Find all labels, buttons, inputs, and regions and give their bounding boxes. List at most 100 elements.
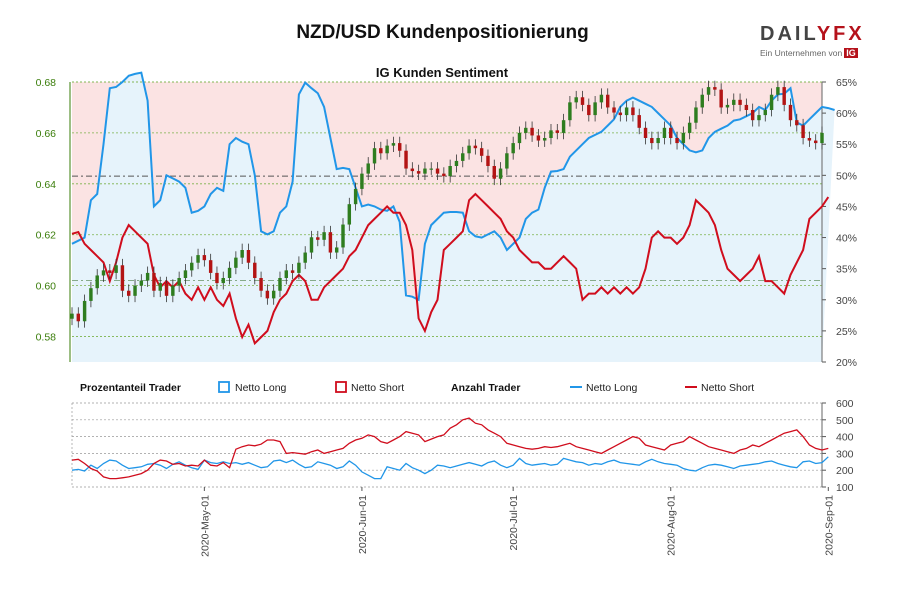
legend-count-label: Anzahl Trader — [451, 382, 520, 394]
count-tick-label: 300 — [836, 448, 854, 460]
candle-body — [190, 262, 194, 271]
candle-body — [605, 94, 610, 108]
candle-body — [744, 104, 749, 110]
candle-body — [561, 120, 566, 133]
percent-tick-label: 60% — [836, 108, 857, 120]
candle-body — [253, 262, 257, 278]
percent-tick-label: 30% — [836, 295, 857, 307]
candle-body — [410, 168, 415, 172]
candle-body — [114, 265, 118, 273]
candle-body — [334, 247, 339, 253]
legend-long-label: Netto Long — [235, 382, 287, 394]
percent-tick-label: 55% — [836, 139, 857, 151]
candle-body — [454, 160, 459, 166]
candle-body — [316, 237, 320, 240]
percent-tick-label: 50% — [836, 170, 857, 182]
net-long-count-line — [71, 456, 829, 480]
candle-body — [593, 102, 597, 116]
candle-body — [278, 278, 282, 291]
candle-body — [391, 143, 396, 146]
candle-body — [127, 290, 131, 296]
legend-short-label: Netto Short — [351, 382, 404, 394]
candle-body — [271, 290, 276, 299]
candle-body — [120, 265, 125, 291]
price-tick-label: 0.68 — [36, 77, 57, 89]
candle-body — [196, 255, 200, 263]
candle-body — [303, 252, 307, 263]
candle-body — [769, 94, 774, 110]
candle-body — [353, 188, 358, 205]
legend-short-swatch — [335, 381, 347, 393]
candle-body — [776, 87, 780, 95]
x-tick-label: 2020-Sep-01 — [823, 495, 835, 556]
candle-body — [713, 87, 717, 90]
candle-body — [669, 127, 673, 138]
legend-count-short-label: Netto Short — [701, 382, 754, 394]
candle-body — [177, 278, 181, 286]
candle-body — [208, 260, 213, 273]
candle-body — [322, 232, 326, 240]
candle-body — [732, 99, 736, 105]
x-tick-label: 2020-Jul-01 — [508, 495, 520, 551]
candle-body — [757, 115, 761, 121]
candle-body — [694, 107, 698, 123]
candle-body — [448, 166, 452, 177]
candle-body — [429, 168, 433, 170]
candle-body — [795, 120, 799, 126]
candle-body — [461, 153, 465, 161]
price-tick-label: 0.66 — [36, 128, 57, 140]
net-long-percent-line — [71, 71, 835, 302]
candle-body — [89, 288, 93, 301]
candle-body — [240, 250, 244, 258]
percent-tick-label: 65% — [836, 77, 857, 89]
candle-body — [492, 166, 496, 179]
price-tick-label: 0.62 — [36, 230, 57, 242]
x-tick-label: 2020-Jun-01 — [357, 495, 369, 554]
legend-count-long-label: Netto Long — [586, 382, 638, 394]
candle-body — [360, 173, 364, 189]
subchart-title: IG Kunden Sentiment — [376, 65, 509, 80]
candle-body — [750, 110, 755, 121]
dailyfx-logo: DAILYFX Ein Unternehmen von IG — [760, 24, 870, 58]
candle-body — [706, 87, 711, 95]
candle-body — [70, 313, 74, 319]
candle-body — [479, 148, 484, 156]
candle-body — [656, 138, 660, 144]
percent-tick-label: 45% — [836, 201, 857, 213]
count-tick-label: 500 — [836, 415, 854, 427]
candle-body — [580, 97, 585, 105]
candle-body — [423, 168, 427, 174]
candle-body — [612, 107, 616, 113]
candle-body — [631, 107, 635, 116]
candle-body — [290, 270, 295, 273]
candle-body — [650, 138, 654, 144]
price-tick-label: 0.58 — [36, 332, 57, 344]
net-short-count-line — [71, 417, 829, 480]
count-tick-label: 400 — [836, 432, 854, 444]
candle-body — [139, 280, 144, 286]
candle-body — [76, 313, 81, 322]
candle-body — [498, 168, 503, 179]
candle-body — [555, 130, 560, 133]
percent-tick-label: 35% — [836, 264, 857, 276]
ig-badge: IG — [844, 48, 858, 58]
logo-subtext: Ein Unternehmen von — [760, 48, 843, 58]
legend-percent-label: Prozentanteil Trader — [80, 382, 181, 394]
price-tick-label: 0.60 — [36, 281, 57, 293]
candle-body — [202, 255, 207, 261]
x-tick-label: 2020-May-01 — [199, 495, 211, 557]
candle-body — [820, 132, 824, 144]
candle-body — [372, 148, 377, 164]
candle-body — [763, 110, 767, 116]
candle-body — [164, 283, 169, 296]
candle-body — [788, 104, 793, 121]
candle-body — [347, 204, 352, 225]
candle-body — [568, 102, 572, 121]
candle-body — [398, 143, 402, 151]
percent-tick-label: 20% — [836, 357, 857, 369]
candle-body — [530, 127, 534, 136]
candle-body — [82, 300, 87, 322]
candle-body — [435, 168, 440, 174]
candle-body — [404, 150, 408, 169]
